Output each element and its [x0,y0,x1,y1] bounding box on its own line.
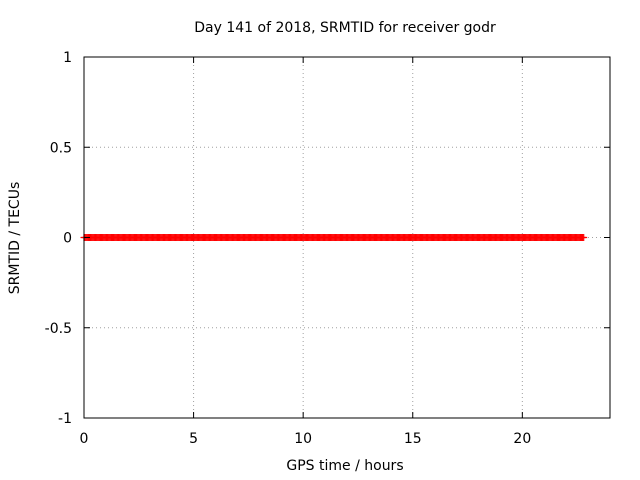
x-axis-label: GPS time / hours [286,458,403,474]
y-tick-label: -1 [58,411,72,427]
x-tick-label: 10 [294,431,312,447]
y-tick-label: 0.5 [50,140,72,156]
x-tick-label: 5 [189,431,198,447]
y-tick-label: 1 [63,50,72,66]
x-tick-label: 0 [80,431,89,447]
chart-title: Day 141 of 2018, SRMTID for receiver god… [194,20,496,36]
data-point [580,234,588,241]
x-tick-label: 15 [404,431,422,447]
y-axis-label: SRMTID / TECUs [7,182,23,295]
y-tick-label: 0 [63,231,72,247]
data-series [80,234,588,241]
y-tick-label: -0.5 [45,321,72,337]
x-tick-label: 20 [513,431,531,447]
axis-ticks: 0 5 10 15 20 -1 -0.5 0 0.5 1 [45,50,610,447]
